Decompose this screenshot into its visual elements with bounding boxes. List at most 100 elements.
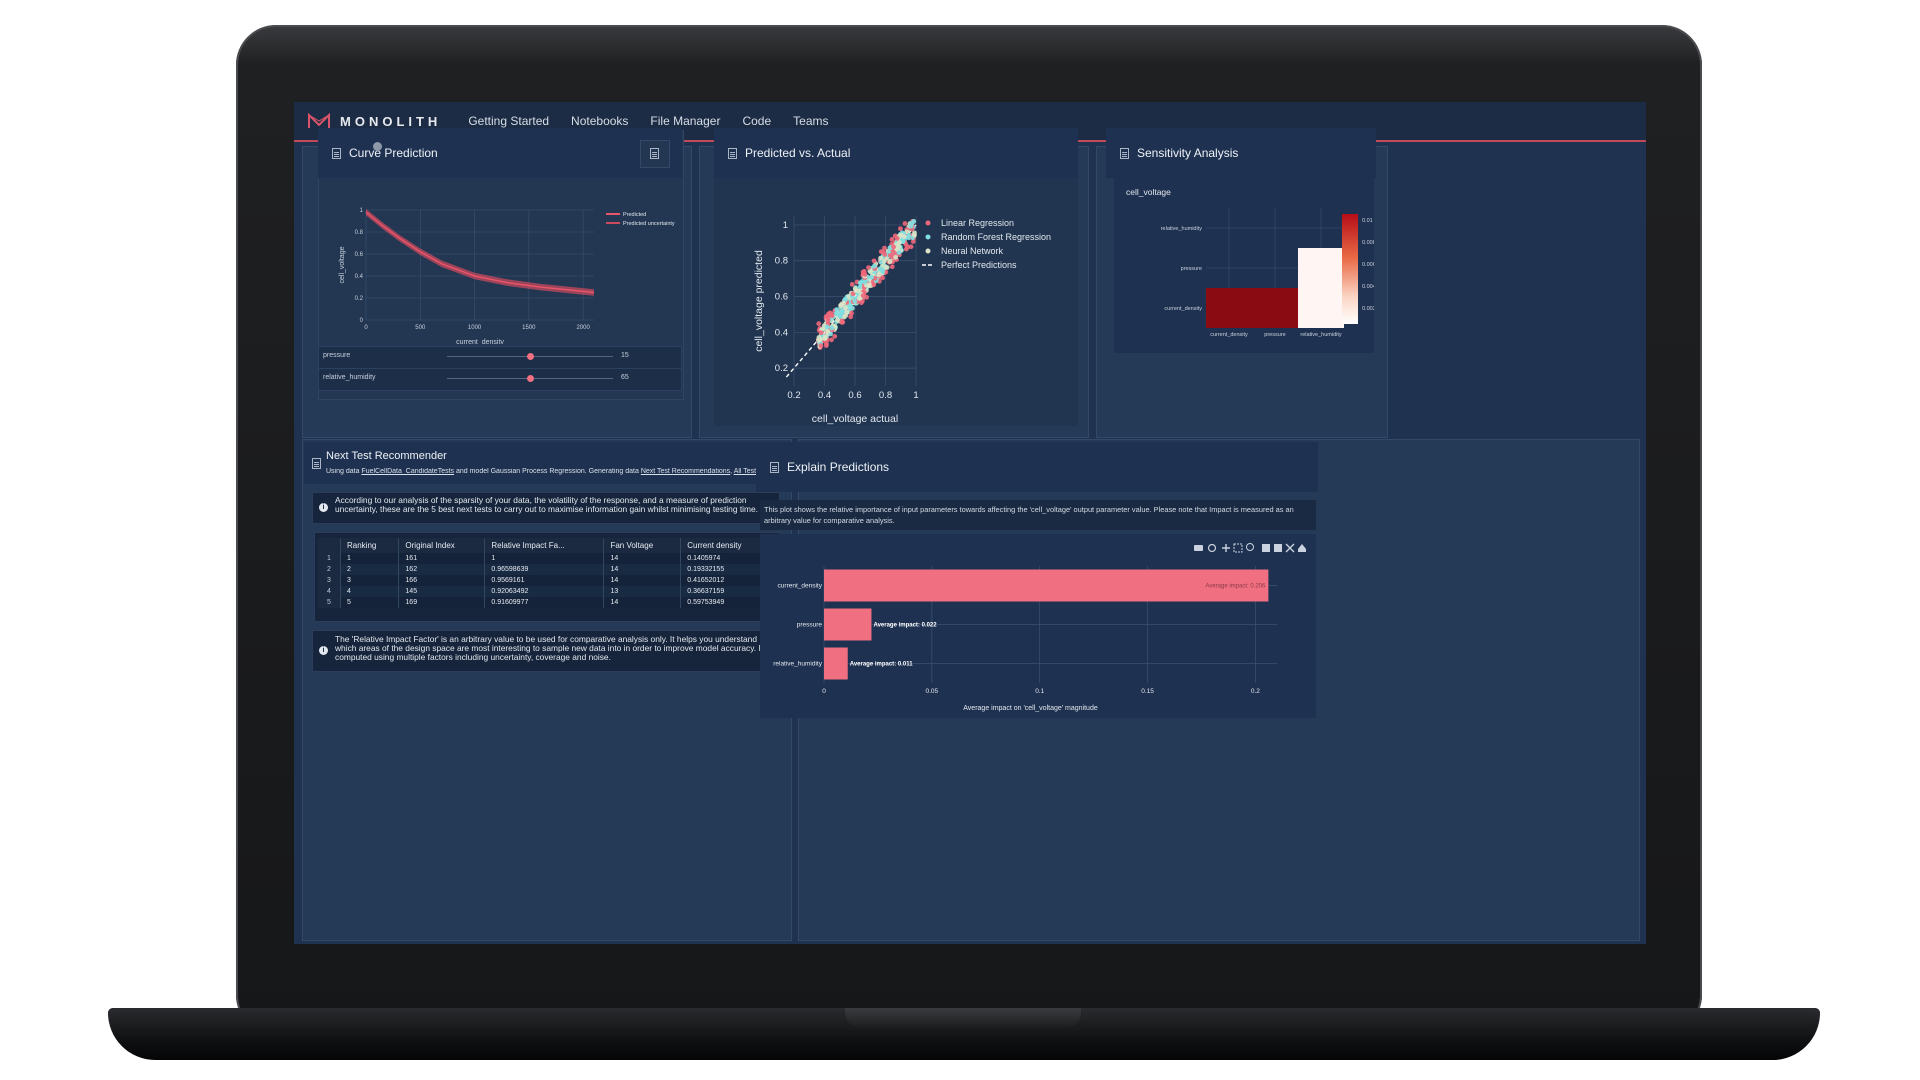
cell-ranking: 5: [340, 597, 400, 608]
scatter-point: [834, 311, 839, 317]
slider-value-pressure: 15: [621, 352, 629, 359]
col-relative-impact[interactable]: Relative Impact Fa...: [484, 538, 605, 553]
slider-track-relative-humidity[interactable]: [447, 375, 613, 382]
col-original-index[interactable]: Original Index: [398, 538, 486, 553]
pva-header: Predicted vs. Actual: [714, 128, 1078, 178]
dataset-link[interactable]: FuelCellData_CandidateTests: [361, 468, 455, 475]
next-test-recommendations-link[interactable]: Next Test Recommendations: [640, 468, 731, 475]
x-tick-label: 0.8: [879, 390, 892, 401]
slider-row-relative-humidity: relative_humidity 65: [318, 368, 682, 391]
scatter-point: [889, 264, 895, 270]
table-row[interactable]: 3 3 166 0.9569161 14 0.41652012: [318, 575, 774, 586]
cell-original-index: 166: [398, 575, 486, 586]
explain-header: Explain Predictions: [756, 442, 1318, 492]
table-row[interactable]: 1 1 161 1 14 0.1405974: [318, 553, 774, 564]
cell-original-index: 161: [398, 553, 486, 564]
slider-label-relative-humidity: relative_humidity: [323, 374, 376, 381]
heatmap-title: cell_voltage: [1126, 187, 1171, 197]
nav-teams[interactable]: Teams: [793, 114, 829, 128]
y-category-label: pressure: [1181, 266, 1202, 272]
cell-relative-impact: 1: [484, 553, 605, 564]
scatter-point: [896, 244, 902, 249]
nav-file-manager[interactable]: File Manager: [650, 114, 721, 128]
home-icon[interactable]: [1298, 544, 1306, 552]
colorbar-tick-label: 0.002: [1362, 306, 1374, 312]
scatter-point: [883, 264, 889, 270]
y-category-label: relative_humidity: [1161, 226, 1203, 232]
row-index: 5: [318, 597, 341, 608]
autoscale-icon[interactable]: [1285, 543, 1295, 553]
scatter-point: [860, 270, 866, 276]
slider-thumb-pressure[interactable]: [527, 353, 534, 360]
document-icon: [332, 147, 341, 159]
export-button[interactable]: [640, 140, 670, 168]
scatter-point: [857, 280, 863, 286]
y-axis-label: cell_voltage predicted: [753, 250, 765, 352]
x-tick-label: 0.6: [848, 390, 861, 401]
document-icon: [728, 147, 737, 159]
x-tick-label: 0.05: [926, 688, 939, 695]
x-tick-label: 0.1: [1035, 688, 1044, 695]
brand-name: MONOLITH: [340, 113, 442, 129]
box-select-icon[interactable]: [1233, 543, 1243, 553]
legend-label: Random Forest Regression: [941, 232, 1051, 242]
nav-getting-started[interactable]: Getting Started: [468, 114, 550, 128]
col-current-density[interactable]: Current density: [680, 538, 774, 553]
info-icon: i: [319, 503, 328, 512]
pva-title: Predicted vs. Actual: [745, 146, 851, 160]
monolith-logo-icon: [308, 113, 330, 128]
y-tick-label: 0: [360, 318, 364, 324]
lasso-icon[interactable]: [1246, 543, 1254, 551]
scatter-point: [858, 300, 864, 306]
scatter-point: [880, 269, 886, 275]
sensitivity-title: Sensitivity Analysis: [1137, 146, 1239, 160]
zoom-icon[interactable]: [1207, 543, 1217, 553]
explain-description-box: This plot shows the relative importance …: [760, 500, 1316, 530]
nav-notebooks[interactable]: Notebooks: [571, 114, 629, 128]
scatter-point: [871, 282, 877, 288]
subtitle-prefix: Using data: [326, 468, 362, 475]
col-fan-voltage[interactable]: Fan Voltage: [603, 538, 682, 553]
pan-icon[interactable]: [1222, 544, 1230, 552]
x-tick-label: 0.4: [818, 390, 831, 401]
scatter-point: [842, 305, 848, 311]
zoom-in-icon[interactable]: [1262, 544, 1270, 552]
impact-bar: [824, 647, 848, 680]
cell-relative-impact: 0.96598639: [484, 564, 605, 575]
table-row[interactable]: 4 4 145 0.92063492 13 0.36637159: [318, 586, 774, 597]
next-test-subtitle: Using data FuelCellData_CandidateTests a…: [326, 468, 788, 475]
x-tick-label: 0.15: [1141, 688, 1154, 695]
col-ranking[interactable]: Ranking: [340, 538, 400, 553]
slider-thumb-relative-humidity[interactable]: [527, 375, 534, 382]
row-index: 3: [318, 575, 341, 586]
slider-label-pressure: pressure: [323, 352, 351, 359]
zoom-out-icon[interactable]: [1274, 544, 1282, 552]
legend-swatch: [925, 248, 931, 254]
table-row[interactable]: 5 5 169 0.91609977 14 0.59753949: [318, 597, 774, 608]
slider-track-pressure[interactable]: [447, 353, 613, 360]
bar-data-label: Average impact: 0.022: [873, 623, 937, 629]
scatter-point: [871, 263, 877, 269]
explain-chart: 0 0.05 0.1 0.15 0.2 Average impact on 'cell_v…: [773, 566, 1277, 712]
row-index: 4: [318, 586, 341, 597]
legend-label: Linear Regression: [941, 218, 1014, 228]
y-tick-label: 0.6: [775, 292, 788, 303]
heatmap-cell: [1298, 248, 1344, 288]
cell-ranking: 1: [340, 553, 400, 564]
cell-ranking: 4: [340, 586, 400, 597]
scatter-point: [882, 258, 887, 264]
table-row[interactable]: 2 2 162 0.96598639 14 0.19332155: [318, 564, 774, 575]
nav-code[interactable]: Code: [742, 114, 772, 128]
x-tick-label: 1: [913, 390, 918, 401]
camera-icon[interactable]: [1194, 545, 1203, 551]
next-test-header: Next Test Recommender Using data FuelCel…: [304, 442, 788, 484]
scatter-point: [829, 312, 835, 318]
info-icon[interactable]: [373, 142, 382, 151]
cell-relative-impact: 0.92063492: [484, 586, 605, 597]
brand-logo[interactable]: MONOLITH: [308, 113, 441, 129]
export-icon: [650, 148, 659, 159]
x-tick-label: 0.2: [1251, 688, 1260, 695]
cell-fan-voltage: 14: [603, 553, 682, 564]
scatter-point: [834, 307, 840, 313]
scatter-point: [889, 237, 895, 242]
